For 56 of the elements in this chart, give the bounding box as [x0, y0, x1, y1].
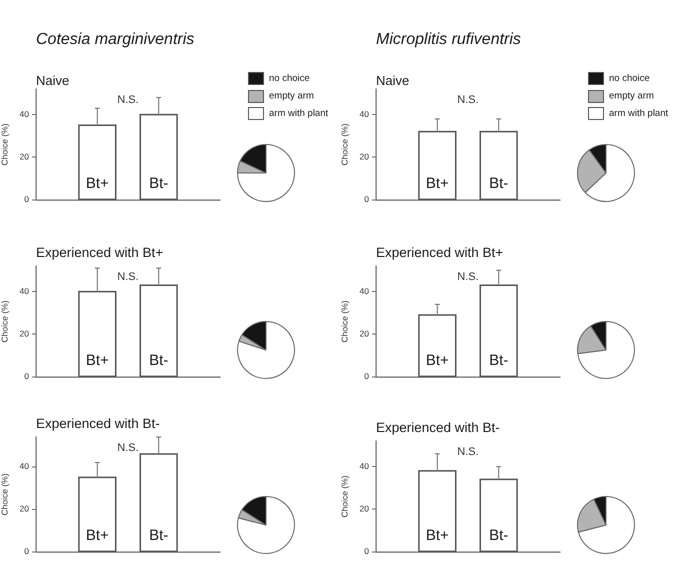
x-tick-label: Bt+ [86, 526, 110, 544]
x-tick-label: Bt+ [86, 352, 110, 369]
annotation: N.S. [117, 442, 139, 454]
y-tick-label: 40 [360, 108, 370, 119]
chart-title: Experienced with Bt+ [376, 245, 504, 260]
slice-label: arm with plant [609, 108, 668, 120]
y-axis-title: Choice (%) [0, 123, 10, 166]
x-tick-label: Bt+ [86, 174, 110, 192]
x-tick-label: Bt- [489, 352, 508, 369]
chart-subtitle: Naive [376, 73, 410, 88]
y-tick-label: 40 [20, 461, 30, 472]
x-tick-label: Bt- [149, 526, 168, 544]
y-tick-label: 40 [360, 286, 370, 296]
annotation: N.S. [457, 446, 479, 458]
legend-label: empty arm [609, 90, 654, 102]
y-tick-label: 20 [360, 152, 370, 162]
y-tick-label: 40 [20, 286, 30, 296]
y-tick-label: 20 [20, 504, 30, 514]
legend-label: empty arm [269, 90, 314, 102]
x-tick-label: Bt+ [426, 526, 450, 544]
chart-title: Experienced with Bt- [36, 416, 160, 431]
y-tick-label: 20 [20, 152, 30, 162]
y-axis-title: Choice (%) [0, 300, 10, 342]
y-tick-label: 0 [24, 371, 30, 382]
chart-title: Experienced with Bt- [376, 420, 500, 435]
y-tick-label: 40 [360, 460, 370, 471]
chart-title: Microplitis rufiventris [376, 31, 521, 48]
annotation: N.S. [457, 271, 479, 283]
y-tick-label: 20 [20, 328, 30, 339]
y-tick-label: 0 [364, 194, 370, 204]
annotation: N.S. [117, 94, 139, 106]
x-tick-label: Bt- [489, 526, 508, 544]
y-tick-label: 40 [20, 108, 30, 119]
y-tick-label: 20 [360, 328, 370, 339]
annotation: N.S. [117, 271, 139, 283]
annotation: N.S. [457, 94, 479, 106]
y-tick-label: 0 [364, 371, 370, 382]
x-tick-label: Bt- [149, 174, 168, 192]
y-tick-label: 0 [364, 546, 370, 556]
y-tick-label: 20 [360, 504, 370, 514]
chart-title: Cotesia marginiventris [36, 31, 194, 48]
x-tick-label: Bt+ [426, 174, 450, 192]
y-axis-title: Choice (%) [339, 123, 350, 166]
x-tick-label: Bt+ [426, 352, 450, 369]
chart-title: Experienced with Bt+ [36, 245, 164, 260]
x-tick-label: Bt- [149, 352, 168, 369]
y-axis-title: Choice (%) [339, 475, 350, 518]
x-tick-label: Bt- [489, 174, 508, 192]
y-axis-title: Choice (%) [0, 473, 10, 516]
y-tick-label: 0 [24, 194, 30, 204]
legend-label: no choice [609, 73, 650, 84]
slice-label: arm with plant [269, 108, 328, 120]
y-axis-title: Choice (%) [339, 300, 350, 342]
legend-label: no choice [269, 73, 310, 84]
chart-subtitle: Naive [36, 73, 70, 88]
y-tick-label: 0 [24, 546, 30, 556]
